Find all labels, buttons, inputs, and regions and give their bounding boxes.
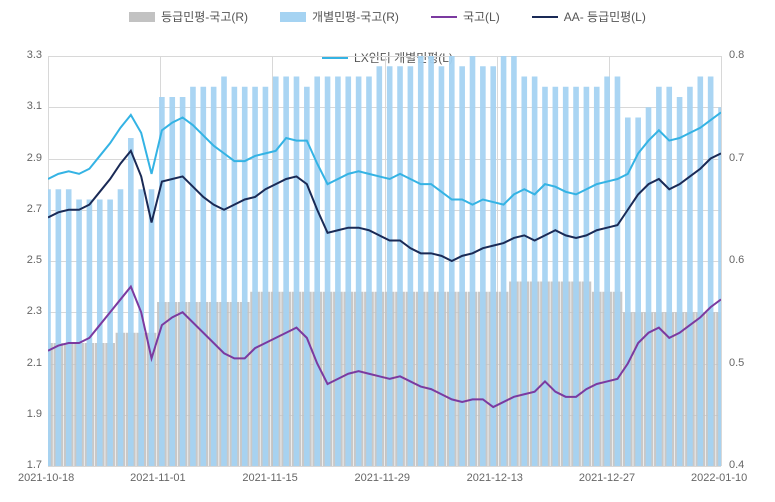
- grid-line-v: [721, 56, 722, 466]
- bar-blue: [48, 189, 51, 466]
- bar-blue: [480, 66, 486, 466]
- bar-blue: [687, 87, 693, 466]
- bar-blue: [470, 56, 476, 466]
- bar-blue: [656, 87, 662, 466]
- bar-blue: [138, 189, 144, 466]
- bar-blue: [563, 87, 569, 466]
- bar-blue: [428, 56, 434, 466]
- bar-blue: [314, 77, 320, 467]
- bar-blue: [604, 77, 610, 467]
- bar-blue: [366, 77, 372, 467]
- bar-blue: [56, 189, 62, 466]
- bar-blue: [76, 200, 82, 467]
- bar-blue: [708, 77, 714, 467]
- legend-label: 등급민평-국고(R): [161, 8, 248, 25]
- legend-label: 국고(L): [463, 8, 500, 25]
- x-tick-label: 2021-10-18: [18, 472, 74, 484]
- bar-blue: [677, 97, 683, 466]
- bar-blue: [273, 77, 279, 467]
- bar-blue: [190, 87, 196, 466]
- y-left-tick-label: 2.7: [27, 203, 42, 215]
- bar-blue: [666, 87, 672, 466]
- bar-blue: [459, 66, 465, 466]
- bar-blue: [242, 87, 248, 466]
- y-left-tick-label: 2.9: [27, 152, 42, 164]
- y-left-tick-label: 2.1: [27, 357, 42, 369]
- x-tick-label: 2021-12-27: [579, 472, 635, 484]
- x-tick-label: 2021-12-13: [467, 472, 523, 484]
- bar-blue: [149, 189, 155, 466]
- legend-item-deunggeup-minpyeong-gukgo-r: 등급민평-국고(R): [129, 8, 248, 25]
- bar-blue: [66, 189, 72, 466]
- bar-blue: [697, 77, 703, 467]
- bar-blue: [356, 77, 362, 467]
- legend-label: AA- 등급민평(L): [564, 8, 646, 25]
- bar-blue: [646, 107, 652, 466]
- y-left-tick-label: 2.3: [27, 305, 42, 317]
- y-right-tick-label: 0.5: [729, 357, 744, 369]
- bar-blue: [107, 200, 113, 467]
- bar-blue: [232, 87, 238, 466]
- bar-blue: [201, 87, 207, 466]
- y-right-tick-label: 0.8: [729, 49, 744, 61]
- bar-blue: [615, 77, 621, 467]
- x-tick-label: 2022-01-10: [691, 472, 747, 484]
- chart-container: 등급민평-국고(R)개별민평-국고(R)국고(L)AA- 등급민평(L)LX인터…: [0, 0, 775, 502]
- bar-blue: [511, 56, 517, 466]
- legend-swatch: [532, 16, 558, 18]
- y-left-tick-label: 3.3: [27, 49, 42, 61]
- bar-blue: [118, 189, 124, 466]
- y-left-tick-label: 3.1: [27, 100, 42, 112]
- bar-blue: [169, 97, 175, 466]
- legend-item-gukgo-l: 국고(L): [431, 8, 500, 25]
- bar-blue: [294, 77, 300, 467]
- legend-swatch: [280, 12, 306, 22]
- y-right-tick-label: 0.7: [729, 152, 744, 164]
- bar-blue: [542, 87, 548, 466]
- bar-blue: [408, 66, 414, 466]
- bar-blue: [584, 87, 590, 466]
- y-right-tick-label: 0.4: [729, 459, 744, 471]
- legend-label: 개별민평-국고(R): [312, 8, 399, 25]
- bar-blue: [418, 56, 424, 466]
- bar-blue: [377, 66, 383, 466]
- bar-blue: [335, 77, 341, 467]
- bar-blue: [252, 87, 258, 466]
- bar-blue: [573, 87, 579, 466]
- plot-area: [48, 56, 721, 466]
- legend-item-gaebyeol-minpyeong-gukgo-r: 개별민평-국고(R): [280, 8, 399, 25]
- bar-blue: [283, 77, 289, 467]
- bar-blue: [501, 56, 507, 466]
- bar-blue: [635, 118, 641, 467]
- bar-blue: [87, 200, 93, 467]
- bar-blue: [532, 77, 538, 467]
- x-tick-label: 2021-11-01: [130, 472, 185, 484]
- bar-blue: [325, 77, 331, 467]
- bar-blue: [718, 107, 721, 466]
- x-tick-label: 2021-11-29: [355, 472, 410, 484]
- legend-swatch: [431, 16, 457, 18]
- legend-swatch: [129, 12, 155, 22]
- bar-blue: [128, 138, 134, 466]
- y-left-tick-label: 2.5: [27, 254, 42, 266]
- bar-blue: [345, 77, 351, 467]
- bar-blue: [439, 66, 445, 466]
- bar-blue: [553, 87, 559, 466]
- plot-svg: [48, 56, 721, 466]
- bar-blue: [594, 87, 600, 466]
- bar-blue: [387, 66, 393, 466]
- grid-line-h: [48, 466, 721, 467]
- y-left-tick-label: 1.7: [27, 459, 42, 471]
- bar-blue: [397, 66, 403, 466]
- bar-blue: [159, 97, 165, 466]
- y-left-tick-label: 1.9: [27, 408, 42, 420]
- bar-blue: [521, 77, 527, 467]
- bar-blue: [263, 87, 269, 466]
- bar-blue: [97, 200, 103, 467]
- y-right-tick-label: 0.6: [729, 254, 744, 266]
- bar-blue: [180, 97, 186, 466]
- x-tick-label: 2021-11-15: [242, 472, 297, 484]
- legend-item-aa-deunggeup-minpyeong-l: AA- 등급민평(L): [532, 8, 646, 25]
- bar-blue: [221, 77, 227, 467]
